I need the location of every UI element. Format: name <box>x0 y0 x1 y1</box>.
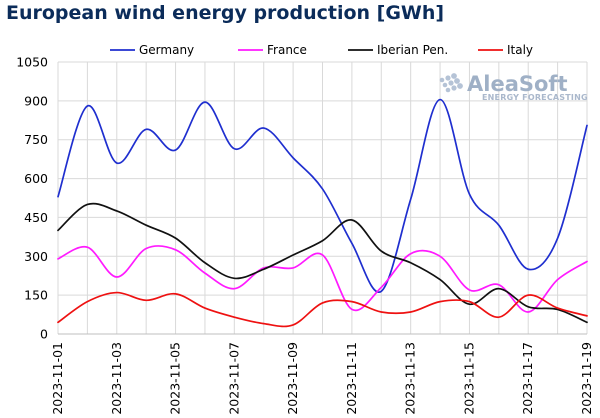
y-tick-label: 900 <box>24 93 48 108</box>
chart-title: European wind energy production [GWh] <box>6 2 445 24</box>
logo-dot <box>439 77 445 83</box>
x-tick-label: 2023-11-09 <box>285 342 300 415</box>
legend-label-iberian-pen: Iberian Pen. <box>377 43 448 57</box>
x-tick-label: 2023-11-01 <box>50 342 65 415</box>
series-lines <box>57 98 588 328</box>
axes: 0 150 300 450 600 750 900 1050 2023-11-01 2023-11… <box>16 55 594 415</box>
logo-dot <box>445 87 451 93</box>
logo-dot <box>442 82 448 88</box>
x-tick-label: 2023-11-15 <box>461 342 476 415</box>
x-tick-label: 2023-11-05 <box>168 342 183 415</box>
legend: Germany France Iberian Pen. Italy <box>110 43 533 57</box>
y-tick-label: 750 <box>24 132 48 147</box>
logo-dot <box>457 83 463 89</box>
logo-dot <box>451 85 457 91</box>
logo-dot <box>448 80 454 86</box>
logo-tagline: ENERGY FORECASTING <box>482 93 588 102</box>
grid <box>57 61 588 335</box>
x-tick-label: 2023-11-17 <box>520 342 535 415</box>
logo-dot <box>454 78 460 84</box>
logo-name: AleaSoft <box>467 72 568 96</box>
series-line-france <box>57 244 588 313</box>
y-tick-label: 600 <box>24 171 48 186</box>
y-tick-label: 1050 <box>16 55 48 70</box>
x-tick-label: 2023-11-03 <box>109 342 124 415</box>
logo-dot <box>445 75 451 81</box>
x-tick-label: 2023-11-07 <box>226 342 241 415</box>
legend-label-france: France <box>267 43 307 57</box>
x-tick-label: 2023-11-13 <box>403 342 418 415</box>
logo-dot <box>451 73 457 79</box>
x-tick-label: 2023-11-11 <box>344 342 359 415</box>
series-line-iberian-pen <box>57 202 588 324</box>
y-tick-label: 300 <box>24 249 48 264</box>
series-line-italy <box>57 291 588 328</box>
x-tick-label: 2023-11-19 <box>579 342 594 415</box>
legend-label-germany: Germany <box>139 43 194 57</box>
legend-label-italy: Italy <box>507 43 533 57</box>
y-tick-label: 450 <box>24 210 48 225</box>
y-tick-label: 0 <box>40 327 48 342</box>
y-tick-label: 150 <box>24 288 48 303</box>
series-line-germany <box>57 98 588 293</box>
